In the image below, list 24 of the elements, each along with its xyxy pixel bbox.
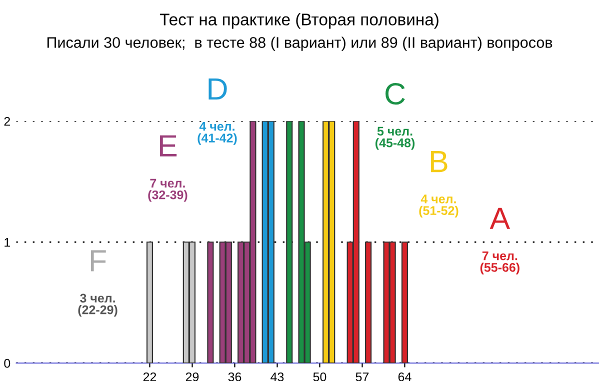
- x-tick-label: 64: [398, 372, 412, 381]
- chart-subtitle: Писали 30 человек; в тесте 88 (I вариант) или 89 (II вариант) вопросов: [47, 36, 552, 51]
- series-label: F: [90, 250, 106, 272]
- chart-title: Тест на практике (Вторая половина): [160, 13, 438, 29]
- annotation: 4 чел. (51-52): [419, 194, 458, 218]
- annotation: 4 чел. (41-42): [198, 122, 237, 145]
- annotation: 3 чел. (22-29): [78, 294, 118, 317]
- x-tick-label: 43: [270, 372, 284, 381]
- y-tick-label: 1: [4, 238, 10, 247]
- annotation: 7 чел. (55-66): [480, 251, 520, 274]
- y-tick-label: 0: [4, 358, 10, 368]
- y-tick-label: 2: [4, 116, 10, 126]
- text: A: [490, 208, 510, 229]
- text: C: [386, 82, 405, 105]
- annotation: 5 чел. (45-48): [375, 126, 415, 150]
- x-tick-label: 36: [228, 372, 242, 381]
- annotation: 7 чел. (32-39): [148, 178, 188, 202]
- x-tick-label: 50: [313, 372, 326, 381]
- text: B: [431, 151, 448, 172]
- x-tick-label: 29: [186, 372, 199, 381]
- x-tick-label: 22: [143, 372, 156, 381]
- x-tick-label: 57: [356, 372, 369, 381]
- text: E: [160, 135, 177, 156]
- series-label: D: [208, 78, 227, 100]
